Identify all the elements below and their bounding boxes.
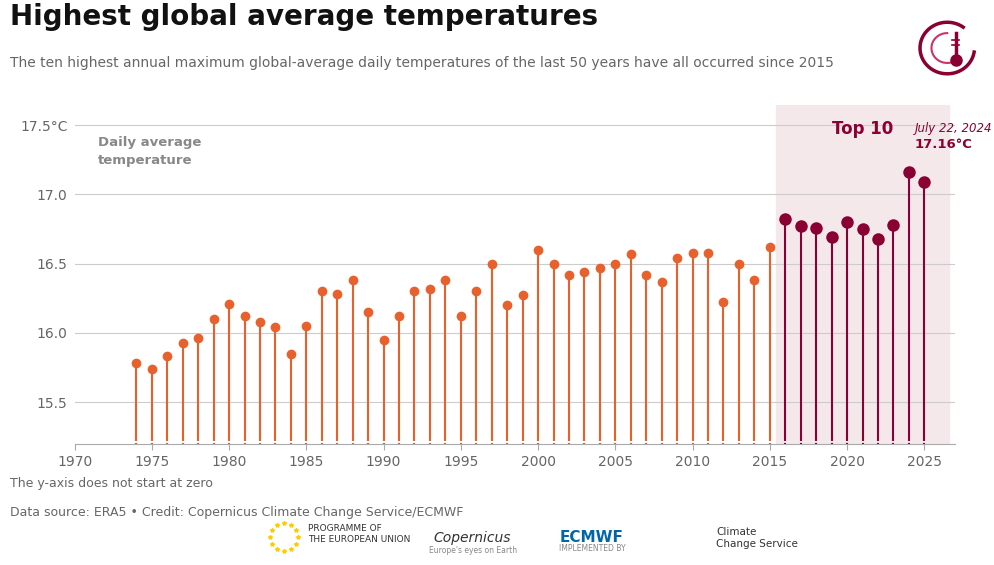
Text: Climate
Change Service: Climate Change Service (716, 527, 797, 549)
Text: PROGRAMME OF
THE EUROPEAN UNION: PROGRAMME OF THE EUROPEAN UNION (308, 524, 411, 544)
Text: Europe's eyes on Earth: Europe's eyes on Earth (428, 546, 516, 555)
Text: The ten highest annual maximum global-average daily temperatures of the last 50 : The ten highest annual maximum global-av… (10, 56, 833, 71)
Text: IMPLEMENTED BY: IMPLEMENTED BY (559, 544, 624, 553)
Text: Top 10: Top 10 (831, 120, 893, 138)
Text: Daily average
temperature: Daily average temperature (97, 136, 201, 167)
Text: Copernicus: Copernicus (433, 531, 511, 545)
Bar (775, 105, 948, 444)
Text: 17.16°C: 17.16°C (914, 138, 972, 151)
Text: Highest global average temperatures: Highest global average temperatures (10, 3, 597, 31)
Text: Data source: ERA5 • Credit: Copernicus Climate Change Service/ECMWF: Data source: ERA5 • Credit: Copernicus C… (10, 506, 463, 519)
Text: ECMWF: ECMWF (560, 531, 623, 545)
Text: The y-axis does not start at zero: The y-axis does not start at zero (10, 477, 213, 490)
Text: July 22, 2024: July 22, 2024 (914, 122, 992, 135)
